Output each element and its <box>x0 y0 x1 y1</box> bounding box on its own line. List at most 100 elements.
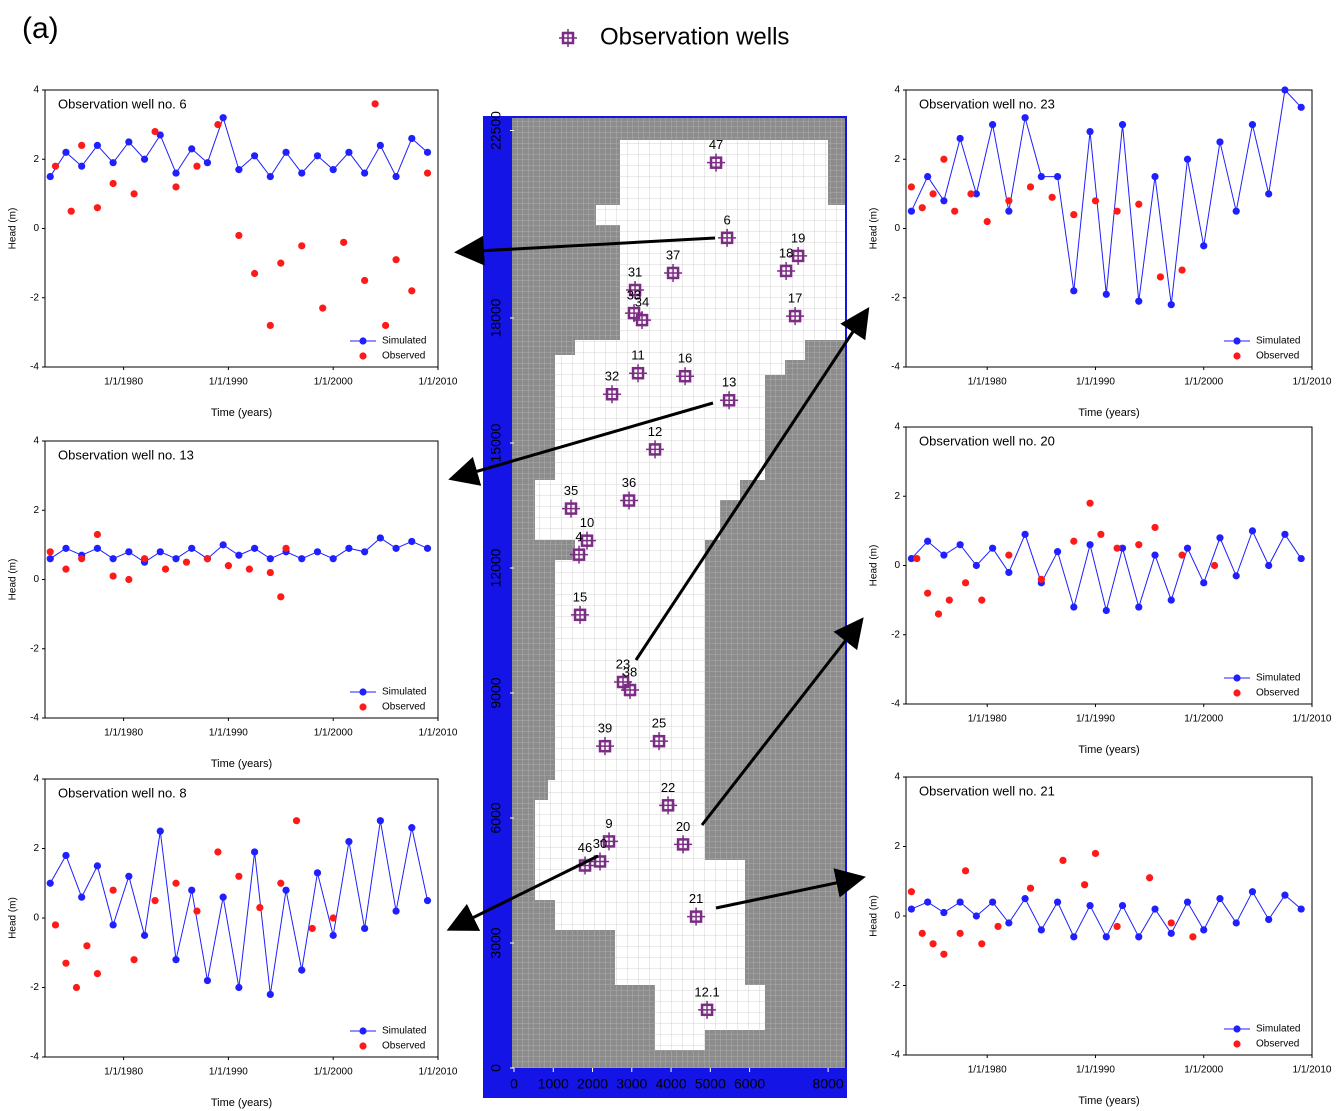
data-point <box>1113 207 1121 215</box>
data-point <box>203 976 212 985</box>
data-point <box>78 162 86 170</box>
data-point <box>188 886 196 894</box>
x-tick-label: 1/1/1990 <box>1076 377 1115 388</box>
data-point <box>408 134 416 143</box>
data-point <box>235 983 243 992</box>
y-tick-label: 4 <box>894 772 900 783</box>
data-point <box>1005 919 1013 927</box>
data-point <box>203 159 212 167</box>
well-label: 13 <box>722 375 736 390</box>
well-label: 23 <box>616 656 630 671</box>
well-label: 12 <box>648 424 662 439</box>
active-cells <box>535 140 845 1050</box>
data-point <box>924 537 932 545</box>
y-tick-label: -4 <box>891 1050 900 1061</box>
data-point <box>1053 548 1062 556</box>
legend-marker <box>359 688 367 696</box>
legend-item: Observed <box>359 1041 425 1052</box>
data-point <box>151 127 159 136</box>
data-point <box>83 942 91 950</box>
data-point <box>156 827 164 835</box>
well-label: 22 <box>661 780 675 795</box>
y-tick-label: -2 <box>30 982 39 993</box>
data-point <box>1086 127 1094 136</box>
charts: -4 -2 0 2 4 1/1/1980 1/1/1990 1/1/2000 1/1/2010 O… <box>8 85 1332 1109</box>
well-icon-cross <box>596 737 615 756</box>
data-point <box>1156 273 1165 281</box>
y-tick-label: 2 <box>894 841 900 852</box>
data-point <box>1151 172 1159 181</box>
data-point <box>345 837 353 846</box>
well-icon-cross <box>620 491 639 510</box>
panel-label: (a) <box>22 12 59 45</box>
legend-label: Observed <box>382 351 425 362</box>
data-point <box>93 530 101 539</box>
legend-item: Simulated <box>1224 1024 1300 1035</box>
data-point <box>1097 530 1105 538</box>
data-point <box>282 886 290 894</box>
legend-label: Observed <box>382 702 425 713</box>
data-point <box>978 940 986 948</box>
data-point <box>46 555 54 563</box>
data-point <box>361 169 369 177</box>
data-point <box>72 983 81 992</box>
y-tick-label: -2 <box>891 292 900 303</box>
data-point <box>251 848 259 856</box>
legend-marker <box>359 352 367 360</box>
data-point <box>224 562 232 570</box>
data-point <box>219 541 227 549</box>
data-point <box>67 207 75 215</box>
y-tick-label: 4 <box>33 774 39 785</box>
well-marker <box>570 545 589 564</box>
well-marker <box>633 311 652 330</box>
data-point <box>940 155 948 163</box>
data-point <box>345 544 353 552</box>
arrows <box>446 235 870 931</box>
data-point <box>140 931 149 939</box>
y-tick-label: 6000 <box>488 802 504 833</box>
well-icon-cross <box>591 852 610 871</box>
data-point <box>1200 926 1208 934</box>
data-point <box>109 921 117 929</box>
well-marker <box>562 499 581 518</box>
x-tick-label: 3000 <box>616 1076 647 1092</box>
data-point <box>376 534 384 542</box>
data-point <box>93 970 101 978</box>
data-point <box>989 898 997 906</box>
well-label: 20 <box>676 819 690 834</box>
well-icon-cross <box>614 673 633 691</box>
data-point <box>266 321 274 330</box>
data-point <box>1005 568 1013 577</box>
chart-title: Observation well no. 13 <box>58 447 194 462</box>
data-point <box>1232 919 1240 927</box>
data-point <box>125 138 133 146</box>
chart-title: Observation well no. 8 <box>58 785 187 800</box>
data-point <box>1248 888 1257 896</box>
well-label: 35 <box>564 483 578 498</box>
data-point <box>277 593 285 601</box>
well-icon-cross <box>786 307 805 326</box>
y-tick-label: -4 <box>30 362 39 373</box>
data-point <box>161 565 170 573</box>
data-point <box>983 217 991 226</box>
data-point <box>277 259 285 267</box>
data-point <box>907 888 916 896</box>
data-point <box>298 242 306 250</box>
well-label: 30 <box>593 836 607 851</box>
data-point <box>78 893 86 901</box>
data-point <box>376 141 384 149</box>
data-point <box>940 950 948 958</box>
well-marker <box>789 246 808 265</box>
legend-item: Observation wells <box>559 23 789 50</box>
data-point <box>956 929 964 937</box>
data-point <box>423 544 432 552</box>
well-label: 17 <box>788 291 802 306</box>
well-marker <box>591 852 610 871</box>
data-point <box>130 190 138 198</box>
x-axis-label: Time (years) <box>211 1097 272 1109</box>
well-marker <box>603 385 622 404</box>
data-point <box>1135 603 1143 611</box>
data-point <box>1037 926 1045 934</box>
data-point <box>130 956 138 964</box>
data-point <box>266 990 274 999</box>
